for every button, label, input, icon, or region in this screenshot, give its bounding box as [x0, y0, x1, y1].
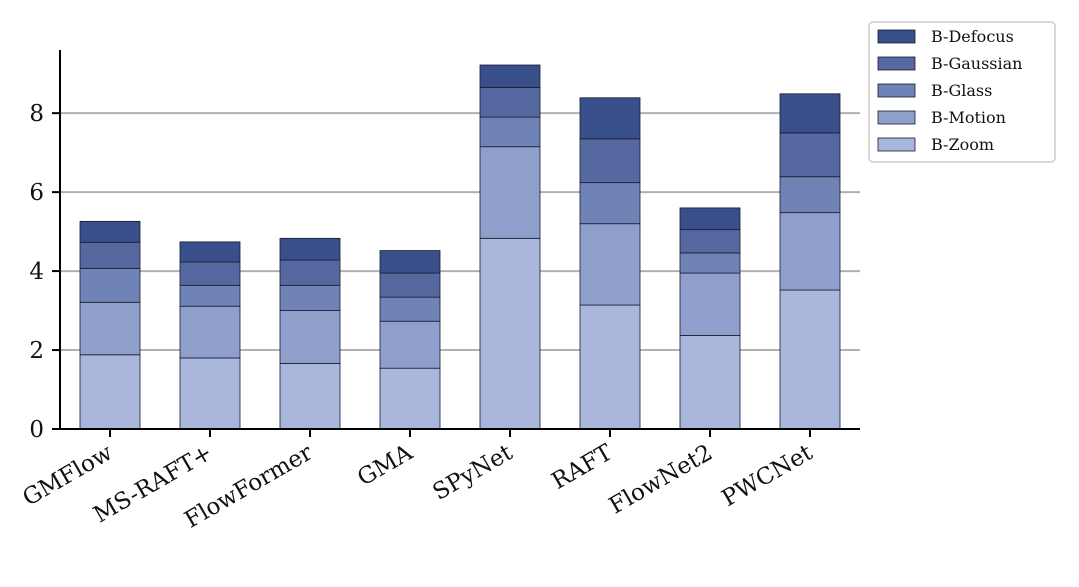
bar-b-motion-raft: [579, 223, 641, 306]
bar-b-motion-ms-raft-: [179, 305, 241, 359]
bar-b-glass-ms-raft-: [179, 284, 241, 307]
bar-b-motion-gma: [379, 320, 441, 369]
y-tick-label: 8: [29, 101, 44, 127]
x-tick-label: SPyNet: [428, 439, 517, 505]
x-tick-label: FlowNet2: [605, 440, 717, 520]
bar-b-gaussian-gma: [379, 272, 441, 298]
bar-b-gaussian-flowformer: [279, 259, 341, 286]
legend-label: B-Defocus: [931, 27, 1014, 46]
bar-b-gaussian-spynet: [479, 87, 541, 118]
bar-b-defocus-gma: [379, 250, 441, 274]
legend-swatch: [877, 137, 916, 152]
bar-b-defocus-spynet: [479, 64, 541, 88]
bar-b-zoom-gma: [379, 367, 441, 430]
y-tick-label: 0: [29, 417, 44, 443]
bar-b-glass-spynet: [479, 116, 541, 148]
legend-box: [868, 21, 1056, 163]
bar-b-motion-gmflow: [79, 301, 141, 356]
bar-b-gaussian-raft: [579, 138, 641, 184]
bar-b-zoom-ms-raft-: [179, 357, 241, 430]
y-ticks: 0 2 4 6 8: [29, 101, 60, 443]
y-tick-label: 2: [29, 338, 44, 364]
bar-b-zoom-flowformer: [279, 363, 341, 430]
bar-b-glass-flowformer: [279, 284, 341, 311]
legend-label: B-Glass: [931, 81, 992, 100]
bar-b-gaussian-gmflow: [79, 241, 141, 269]
bar-b-glass-gmflow: [79, 267, 141, 303]
bar-b-zoom-pwcnet: [779, 289, 841, 430]
bar-b-zoom-gmflow: [79, 354, 141, 430]
bar-b-defocus-pwcnet: [779, 93, 841, 134]
bar-b-glass-pwcnet: [779, 176, 841, 214]
legend-swatch: [877, 83, 916, 98]
bar-b-defocus-raft: [579, 97, 641, 140]
bar-b-gaussian-flownet2: [679, 229, 741, 254]
bar-b-glass-gma: [379, 296, 441, 322]
y-tick-label: 6: [29, 180, 44, 206]
bar-b-defocus-gmflow: [79, 220, 141, 243]
bar-b-motion-pwcnet: [779, 212, 841, 291]
legend-swatch: [877, 110, 916, 125]
y-tick-label: 4: [29, 259, 44, 285]
bar-b-zoom-flownet2: [679, 335, 741, 430]
x-tick-label: PWCNet: [718, 439, 818, 512]
bar-b-glass-raft: [579, 182, 641, 225]
bar-b-motion-spynet: [479, 146, 541, 239]
bar-b-defocus-ms-raft-: [179, 241, 241, 263]
legend-swatch: [877, 56, 916, 71]
bar-b-defocus-flowformer: [279, 237, 341, 261]
bar-b-gaussian-ms-raft-: [179, 261, 241, 286]
x-tick-label: GMA: [353, 439, 417, 491]
legend-label: B-Motion: [931, 108, 1006, 127]
legend-label: B-Zoom: [931, 135, 994, 154]
bar-b-zoom-spynet: [479, 237, 541, 430]
legend-swatch: [877, 29, 916, 44]
bar-b-motion-flowformer: [279, 310, 341, 364]
bar-b-gaussian-pwcnet: [779, 132, 841, 178]
bar-b-defocus-flownet2: [679, 207, 741, 231]
legend-label: B-Gaussian: [931, 54, 1022, 73]
bar-b-motion-flownet2: [679, 272, 741, 336]
bar-b-zoom-raft: [579, 304, 641, 430]
legend: B-Defocus B-Gaussian B-Glass B-Motion B-Zoom: [868, 21, 1056, 163]
bar-stacks: [79, 64, 841, 430]
x-tick-label: RAFT: [548, 439, 618, 494]
bar-b-glass-flownet2: [679, 252, 741, 274]
